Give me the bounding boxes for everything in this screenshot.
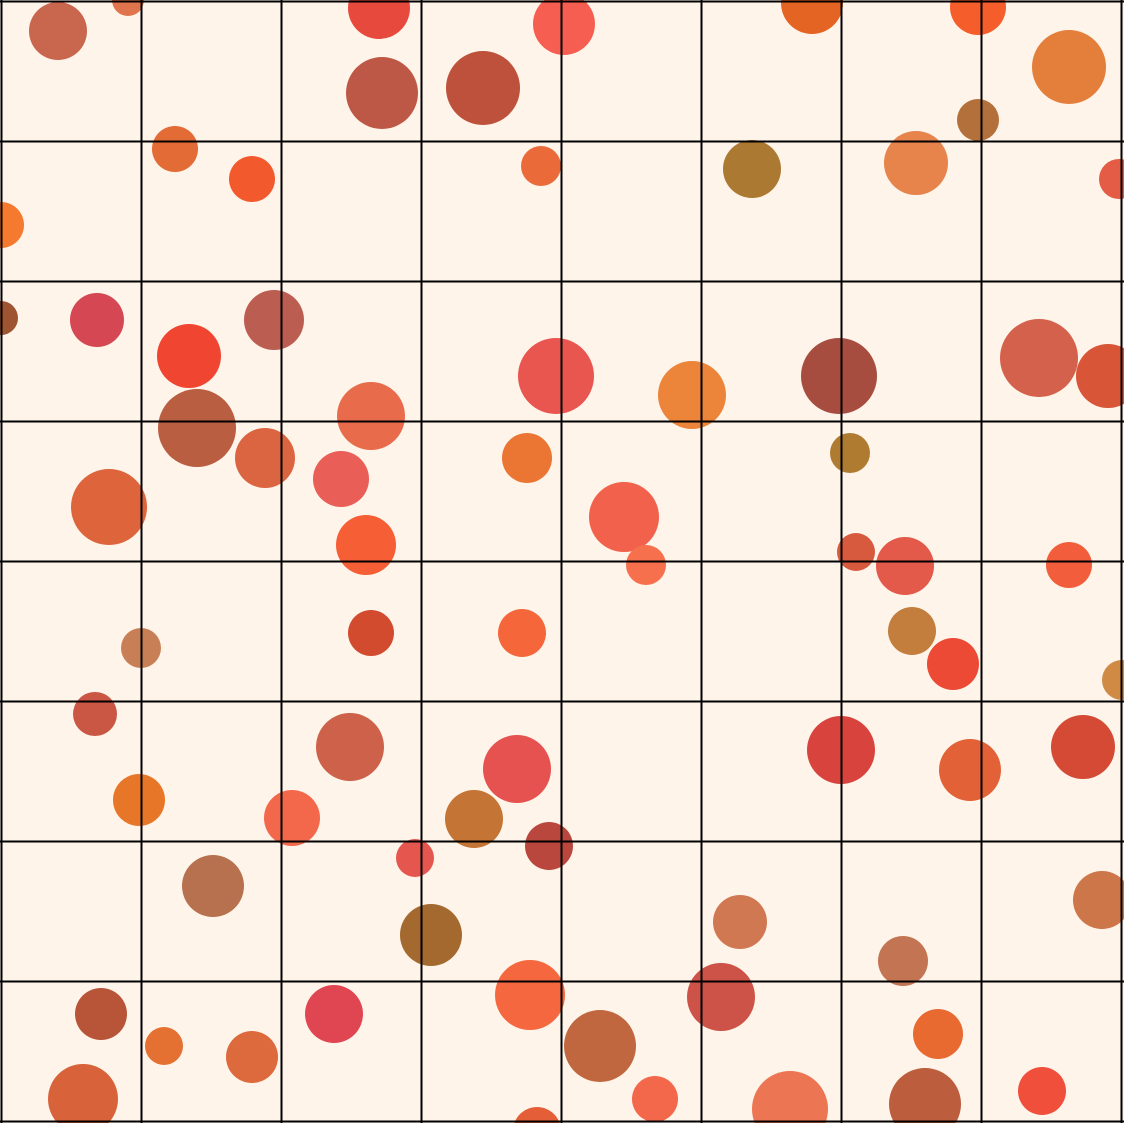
dot-11 bbox=[152, 126, 198, 172]
dot-25 bbox=[1000, 319, 1078, 397]
dot-7 bbox=[1032, 30, 1106, 104]
dot-55 bbox=[525, 822, 573, 870]
dot-46 bbox=[73, 692, 117, 736]
dot-47 bbox=[316, 713, 384, 781]
dot-68 bbox=[564, 1010, 636, 1082]
dot-19 bbox=[70, 293, 124, 347]
dot-52 bbox=[939, 739, 1001, 801]
dot-65 bbox=[495, 960, 565, 1030]
dot-64 bbox=[145, 1027, 183, 1065]
dot-50 bbox=[1051, 715, 1115, 779]
dot-21 bbox=[244, 290, 304, 350]
dot-36 bbox=[626, 545, 666, 585]
dot-1 bbox=[29, 2, 87, 60]
dot-60 bbox=[1073, 871, 1124, 929]
dot-66 bbox=[226, 1031, 278, 1083]
dot-33 bbox=[71, 469, 147, 545]
dot-2 bbox=[112, 0, 144, 16]
dot-12 bbox=[229, 156, 275, 202]
dot-74 bbox=[1018, 1067, 1066, 1115]
dot-22 bbox=[518, 338, 594, 414]
dot-45 bbox=[1102, 660, 1124, 700]
dot-62 bbox=[75, 988, 127, 1040]
dot-42 bbox=[498, 609, 546, 657]
dot-28 bbox=[235, 428, 295, 488]
dot-14 bbox=[723, 140, 781, 198]
dot-35 bbox=[589, 482, 659, 552]
dot-61 bbox=[878, 936, 928, 986]
dot-3 bbox=[348, 0, 410, 39]
dot-48 bbox=[483, 735, 551, 803]
dot-59 bbox=[713, 895, 767, 949]
dot-39 bbox=[1046, 542, 1092, 588]
dot-43 bbox=[888, 607, 936, 655]
dot-58 bbox=[400, 904, 462, 966]
dot-20 bbox=[157, 324, 221, 388]
dot-29 bbox=[337, 382, 405, 450]
dot-32 bbox=[830, 433, 870, 473]
dot-75 bbox=[514, 1107, 560, 1123]
dot-37 bbox=[837, 533, 875, 571]
dot-30 bbox=[313, 451, 369, 507]
dot-56 bbox=[182, 855, 244, 917]
dot-44 bbox=[927, 638, 979, 690]
dot-9 bbox=[446, 51, 520, 125]
dot-69 bbox=[913, 1009, 963, 1059]
dot-13 bbox=[521, 146, 561, 186]
dot-53 bbox=[264, 790, 320, 846]
dot-26 bbox=[1076, 344, 1124, 408]
dot-38 bbox=[876, 537, 934, 595]
dot-16 bbox=[1099, 159, 1124, 199]
dot-4 bbox=[533, 0, 595, 55]
dot-73 bbox=[752, 1071, 828, 1123]
dot-31 bbox=[502, 433, 552, 483]
dot-6 bbox=[950, 0, 1006, 35]
dot-27 bbox=[158, 389, 236, 467]
dot-34 bbox=[336, 515, 396, 575]
dot-67 bbox=[687, 963, 755, 1031]
dot-71 bbox=[632, 1076, 678, 1122]
dot-5 bbox=[781, 0, 843, 34]
dot-17 bbox=[0, 202, 24, 248]
dot-63 bbox=[305, 985, 363, 1043]
dot-23 bbox=[658, 361, 726, 429]
dot-15 bbox=[884, 131, 948, 195]
dot-24 bbox=[801, 338, 877, 414]
dot-18 bbox=[0, 301, 18, 335]
dot-57 bbox=[396, 839, 434, 877]
dot-72 bbox=[889, 1068, 961, 1123]
dot-8 bbox=[346, 57, 418, 129]
dot-10 bbox=[957, 99, 999, 141]
dot-70 bbox=[48, 1064, 118, 1123]
dot-41 bbox=[348, 610, 394, 656]
dot-54 bbox=[445, 790, 503, 848]
dot-51 bbox=[113, 774, 165, 826]
